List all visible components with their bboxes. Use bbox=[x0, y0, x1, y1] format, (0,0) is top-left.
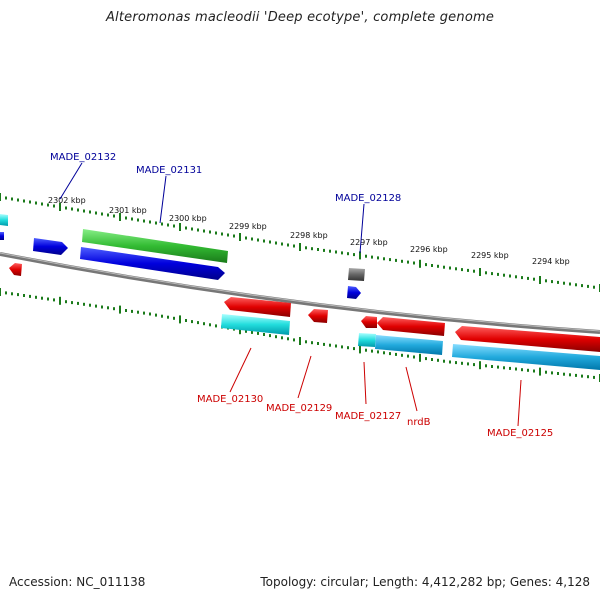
gene-feature-reverse-edge[interactable] bbox=[9, 263, 22, 276]
gene-feature-forward-made-02132[interactable] bbox=[33, 238, 68, 255]
label-connector bbox=[159, 175, 167, 224]
gene-feature-forward-cog-edge[interactable] bbox=[0, 214, 8, 226]
gene-feature-forward-made-02128[interactable] bbox=[347, 286, 361, 299]
label-connector bbox=[363, 361, 367, 405]
gene-label[interactable]: MADE_02129 bbox=[266, 403, 332, 414]
label-connector bbox=[59, 162, 83, 200]
label-connector bbox=[405, 366, 418, 412]
gene-feature-reverse-made-02129[interactable] bbox=[308, 309, 328, 323]
gene-feature-rna-made-02131[interactable] bbox=[82, 229, 228, 263]
gene-feature-reverse-nrdb[interactable] bbox=[377, 317, 445, 336]
gene-feature-reverse-made-02127[interactable] bbox=[361, 316, 377, 328]
scale-label: 2294 kbp bbox=[532, 257, 570, 266]
scale-label: 2302 kbp bbox=[48, 196, 86, 205]
label-connector bbox=[359, 203, 365, 254]
map-title: Alteromonas macleodii 'Deep ecotype', co… bbox=[105, 10, 495, 25]
scale-ring-outer bbox=[0, 193, 600, 292]
scale-label: 2298 kbp bbox=[290, 231, 328, 240]
gene-feature-cog-made-02130[interactable] bbox=[221, 314, 290, 335]
gene-label[interactable]: nrdB bbox=[407, 417, 431, 428]
scale-label: 2297 kbp bbox=[350, 238, 388, 247]
scale-label: 2301 kbp bbox=[109, 206, 147, 215]
scale-label: 2300 kbp bbox=[169, 214, 207, 223]
scale-label: 2296 kbp bbox=[410, 245, 448, 254]
label-connector bbox=[517, 379, 522, 427]
gene-feature-reverse-made-02130[interactable] bbox=[224, 297, 291, 317]
gene-label[interactable]: MADE_02125 bbox=[487, 428, 553, 439]
gene-feature-forward-made-02131[interactable] bbox=[80, 247, 225, 280]
scale-label: 2295 kbp bbox=[471, 251, 509, 260]
accession-text: Accession: NC_011138 bbox=[9, 575, 146, 589]
gene-feature-cog-made-02127[interactable] bbox=[358, 333, 376, 347]
gene-label[interactable]: MADE_02127 bbox=[335, 411, 401, 422]
genome-backbone-highlight bbox=[0, 252, 600, 332]
gene-feature-reverse-made-02125[interactable] bbox=[455, 326, 600, 352]
gene-label[interactable]: MADE_02131 bbox=[136, 165, 202, 176]
gene-feature-forward-edge[interactable] bbox=[0, 232, 4, 240]
gene-label[interactable]: MADE_02128 bbox=[335, 193, 401, 204]
label-connector bbox=[229, 347, 252, 393]
gene-feature-other[interactable] bbox=[348, 268, 365, 281]
genome-backbone bbox=[0, 252, 600, 334]
scale-label: 2299 kbp bbox=[229, 222, 267, 231]
gene-feature-cog-nrdb[interactable] bbox=[375, 335, 443, 355]
label-connector bbox=[297, 355, 312, 399]
gene-feature-cog-made-02125[interactable] bbox=[452, 344, 600, 370]
gene-label[interactable]: MADE_02132 bbox=[50, 152, 116, 163]
genome-summary-text: Topology: circular; Length: 4,412,282 bp… bbox=[260, 575, 590, 589]
gene-label[interactable]: MADE_02130 bbox=[197, 394, 263, 405]
